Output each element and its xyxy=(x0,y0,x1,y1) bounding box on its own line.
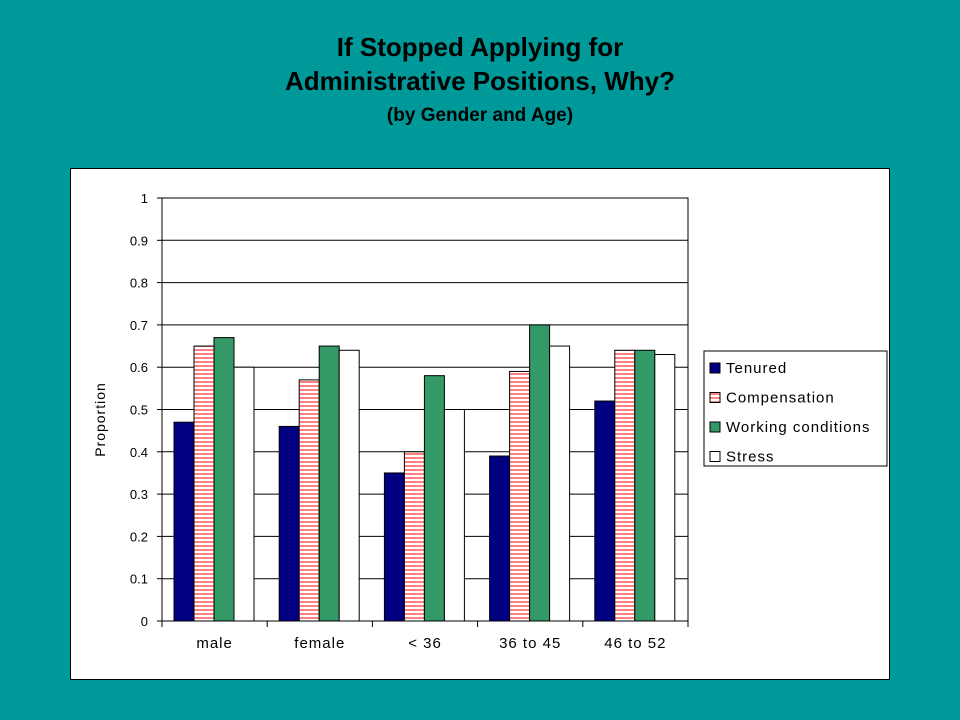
y-tick-label: 0.1 xyxy=(130,572,148,587)
y-tick-label: 0.8 xyxy=(130,276,148,291)
bar-stress xyxy=(549,345,571,622)
bar-stress xyxy=(443,409,465,622)
bar-stress xyxy=(654,354,676,622)
y-tick-label: 1 xyxy=(141,191,148,206)
x-tick-label: male xyxy=(196,635,233,652)
y-tick-label: 0.6 xyxy=(130,360,148,375)
bar-compensation xyxy=(193,345,215,622)
legend-label: Stress xyxy=(726,449,775,466)
legend-label: Tenured xyxy=(726,360,787,377)
legend-swatch xyxy=(709,392,721,403)
legend-swatch xyxy=(709,421,721,433)
bar-working-conditions xyxy=(423,375,445,622)
y-tick-label: 0 xyxy=(141,614,148,629)
y-tick-label: 0.2 xyxy=(130,529,148,544)
legend-swatch xyxy=(709,362,721,374)
y-tick-label: 0.4 xyxy=(130,445,148,460)
bar-tenured xyxy=(489,455,511,622)
chart-panel: 0 0.1 0.2 0.3 0.4 0.5 0.6 0.7 0.8 0.9 1 male female <… xyxy=(70,168,890,680)
bar-tenured xyxy=(278,425,300,622)
title-line-1: If Stopped Applying for xyxy=(336,32,624,62)
bar-working-conditions xyxy=(529,324,551,622)
x-tick-label: < 36 xyxy=(408,635,442,652)
title-subtitle: (by Gender and Age) xyxy=(386,105,574,126)
bar-tenured xyxy=(173,421,195,622)
plot-border xyxy=(161,197,689,622)
bar-working-conditions xyxy=(634,349,656,622)
bar-stress xyxy=(338,349,360,622)
slide-title: If Stopped Applying for Administrative P… xyxy=(0,30,960,131)
bar-working-conditions xyxy=(213,337,235,622)
bar-tenured xyxy=(594,400,616,622)
bar-compensation xyxy=(403,451,425,622)
bar-compensation xyxy=(614,349,636,622)
bar-chart: 0 0.1 0.2 0.3 0.4 0.5 0.6 0.7 0.8 0.9 1 male female <… xyxy=(92,191,888,652)
bar-compensation xyxy=(509,370,531,622)
legend-label: Working conditions xyxy=(726,419,870,436)
legend-label: Compensation xyxy=(726,390,835,407)
y-tick-label: 0.5 xyxy=(130,403,148,418)
y-axis-label: Proportion xyxy=(92,382,108,457)
x-tick-label: female xyxy=(294,635,345,652)
bar-tenured xyxy=(383,472,405,622)
x-tick-label: 36 to 45 xyxy=(499,635,561,652)
y-tick-label: 0.9 xyxy=(130,233,148,248)
legend-swatch xyxy=(709,451,721,462)
bar-compensation xyxy=(298,379,320,622)
legend-box xyxy=(703,350,888,467)
x-tick-label: 46 to 52 xyxy=(604,635,666,652)
y-tick-label: 0.7 xyxy=(130,318,148,333)
bar-working-conditions xyxy=(318,345,340,622)
title-line-2: Administrative Positions, Why? xyxy=(284,66,676,96)
y-tick-label: 0.3 xyxy=(130,487,148,502)
bar-stress xyxy=(233,366,255,622)
